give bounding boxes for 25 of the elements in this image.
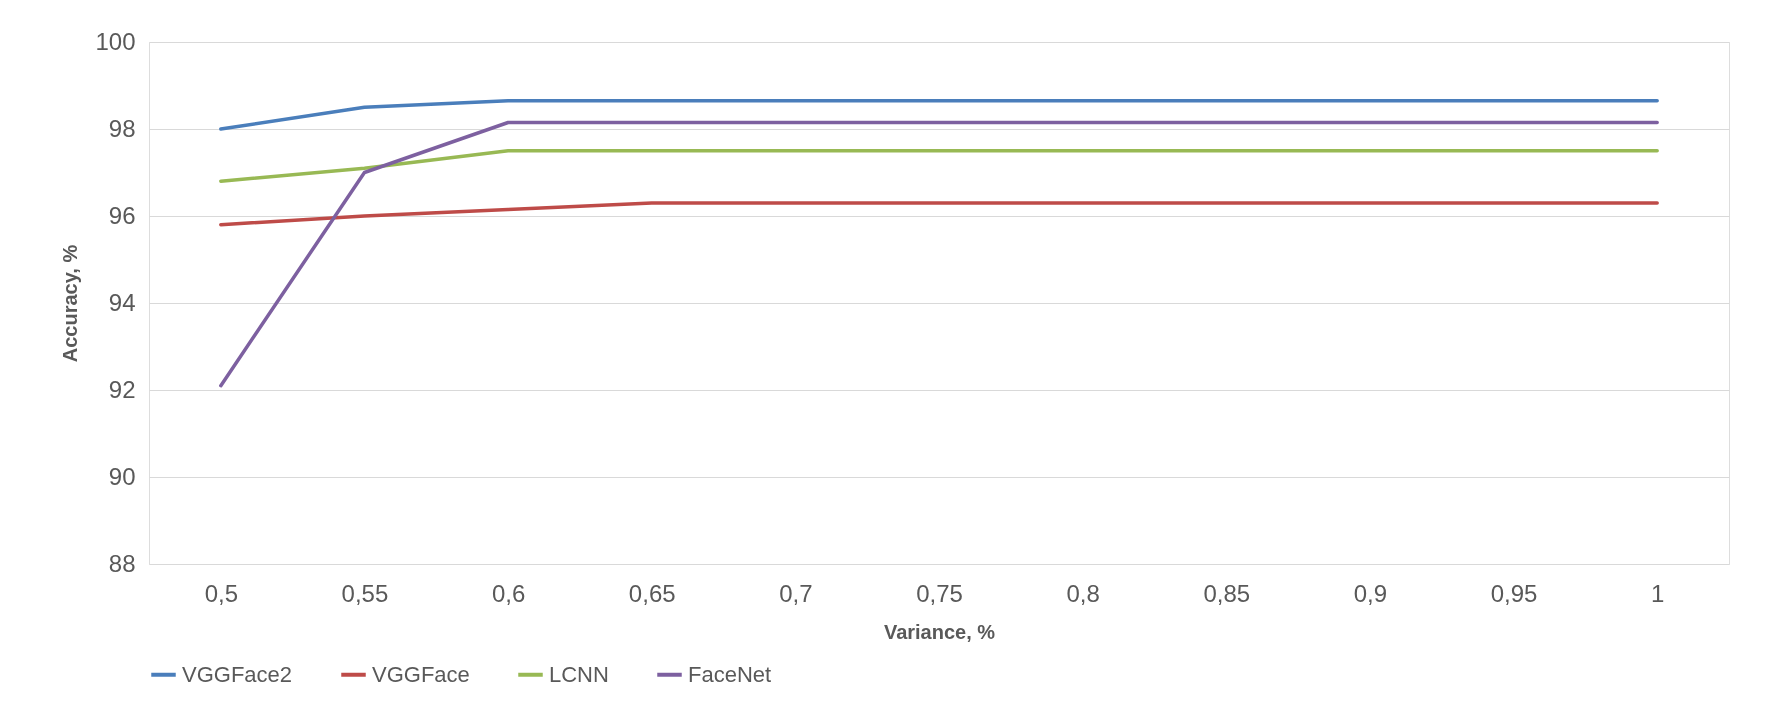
x-tick-label: 0,55 xyxy=(341,579,389,607)
y-tick-label: 88 xyxy=(108,549,136,577)
legend-label: LCNN xyxy=(549,661,609,687)
x-tick-label: 0,85 xyxy=(1203,579,1251,607)
y-tick-label: 100 xyxy=(95,27,136,55)
y-tick-label: 92 xyxy=(108,375,136,403)
x-tick-label: 0,75 xyxy=(916,579,963,607)
y-tick-label: 94 xyxy=(108,288,136,316)
x-tick-label: 0,6 xyxy=(491,579,526,607)
legend-label: FaceNet xyxy=(688,661,772,687)
y-tick-label: 98 xyxy=(108,114,136,142)
x-tick-label: 0,5 xyxy=(204,579,239,607)
y-tick-label: 90 xyxy=(108,462,136,490)
x-axis-title: Variance, % xyxy=(883,620,996,643)
y-tick-label: 96 xyxy=(108,201,136,229)
x-tick-label: 0,95 xyxy=(1490,579,1538,607)
x-tick-label: 0,7 xyxy=(779,579,813,607)
legend-label: VGGFace2 xyxy=(182,661,293,687)
x-tick-label: 0,65 xyxy=(628,579,676,607)
x-tick-label: 0,9 xyxy=(1353,579,1388,607)
y-axis-title: Accuracy, % xyxy=(59,244,82,363)
x-tick-label: 0,8 xyxy=(1066,579,1100,607)
line-series xyxy=(219,201,1659,227)
legend-label: VGGFace xyxy=(372,661,470,687)
x-tick-label: 1 xyxy=(1651,579,1665,607)
